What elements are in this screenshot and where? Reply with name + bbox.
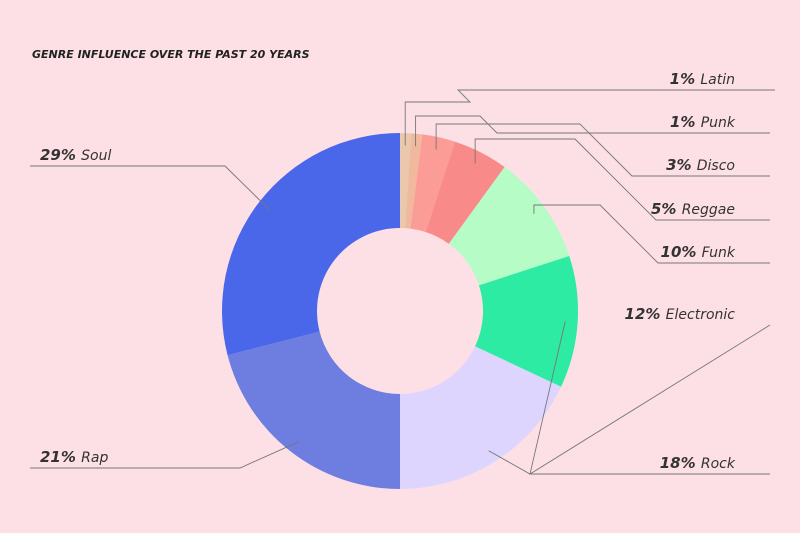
leader-line-punk xyxy=(415,115,770,147)
leader-line-rock xyxy=(488,450,770,475)
slice-rap xyxy=(227,331,400,489)
label-value: 21% xyxy=(40,448,81,466)
leader-line-disco xyxy=(435,123,770,177)
slice-latin xyxy=(400,133,412,229)
label-name: Electronic xyxy=(666,307,736,323)
slice-rock xyxy=(400,346,562,489)
label-value: 5% xyxy=(651,200,682,218)
label-value: 12% xyxy=(625,305,666,323)
label-name: Soul xyxy=(81,148,111,164)
label-punk: 1% Punk xyxy=(670,113,736,131)
slice-punk xyxy=(405,133,423,229)
label-reggae: 5% Reggae xyxy=(651,200,735,218)
leader-line-latin xyxy=(404,89,775,146)
donut-slices xyxy=(221,133,578,489)
label-name: Disco xyxy=(697,158,735,174)
label-electronic: 12% Electronic xyxy=(625,305,736,323)
label-soul: 29% Soul xyxy=(40,146,111,164)
label-value: 10% xyxy=(661,243,702,261)
label-value: 1% xyxy=(670,70,701,88)
leader-line-soul xyxy=(30,165,270,210)
slice-reggae xyxy=(425,141,505,244)
label-disco: 3% Disco xyxy=(666,156,735,174)
chart-title: GENRE INFLUENCE OVER THE PAST 20 YEARS xyxy=(32,48,310,61)
label-rock: 18% Rock xyxy=(660,454,736,472)
label-rap: 21% Rap xyxy=(40,448,108,466)
label-value: 29% xyxy=(40,146,81,164)
leader-line-reggae xyxy=(474,138,770,221)
label-value: 1% xyxy=(670,113,701,131)
label-name: Reggae xyxy=(682,202,735,218)
label-name: Funk xyxy=(702,245,736,261)
label-name: Rock xyxy=(701,456,736,472)
leader-line-funk xyxy=(533,204,770,264)
slice-disco xyxy=(410,134,456,233)
label-name: Rap xyxy=(81,450,108,466)
label-name: Latin xyxy=(700,72,735,88)
label-value: 3% xyxy=(666,156,697,174)
label-name: Punk xyxy=(701,115,736,131)
label-funk: 10% Funk xyxy=(661,243,736,261)
label-latin: 1% Latin xyxy=(670,70,735,88)
leader-line-rap xyxy=(30,441,299,469)
slice-soul xyxy=(221,133,400,356)
label-value: 18% xyxy=(660,454,701,472)
slice-funk xyxy=(448,166,570,286)
leader-lines xyxy=(30,89,775,475)
slice-electronic xyxy=(475,255,578,387)
